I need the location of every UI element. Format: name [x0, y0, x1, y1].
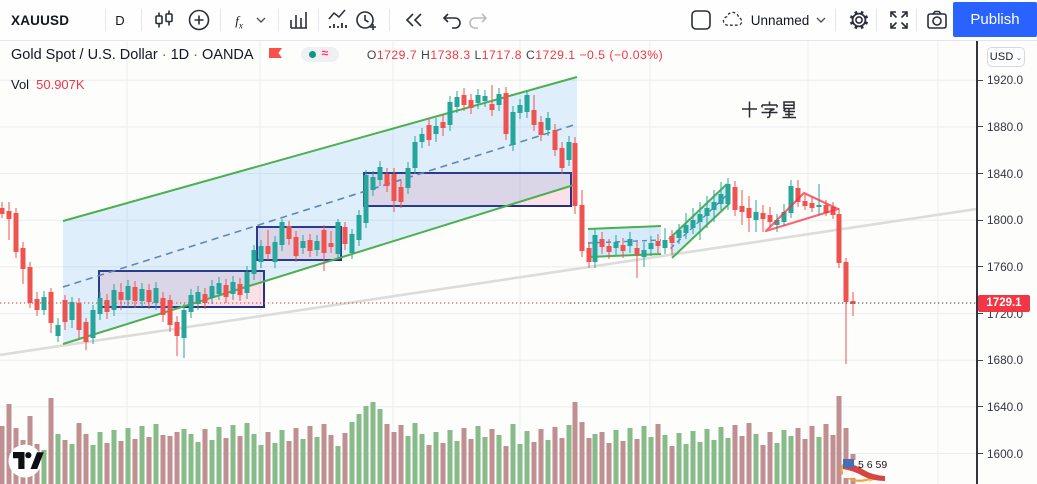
- svg-text:5 6 59: 5 6 59: [858, 459, 887, 471]
